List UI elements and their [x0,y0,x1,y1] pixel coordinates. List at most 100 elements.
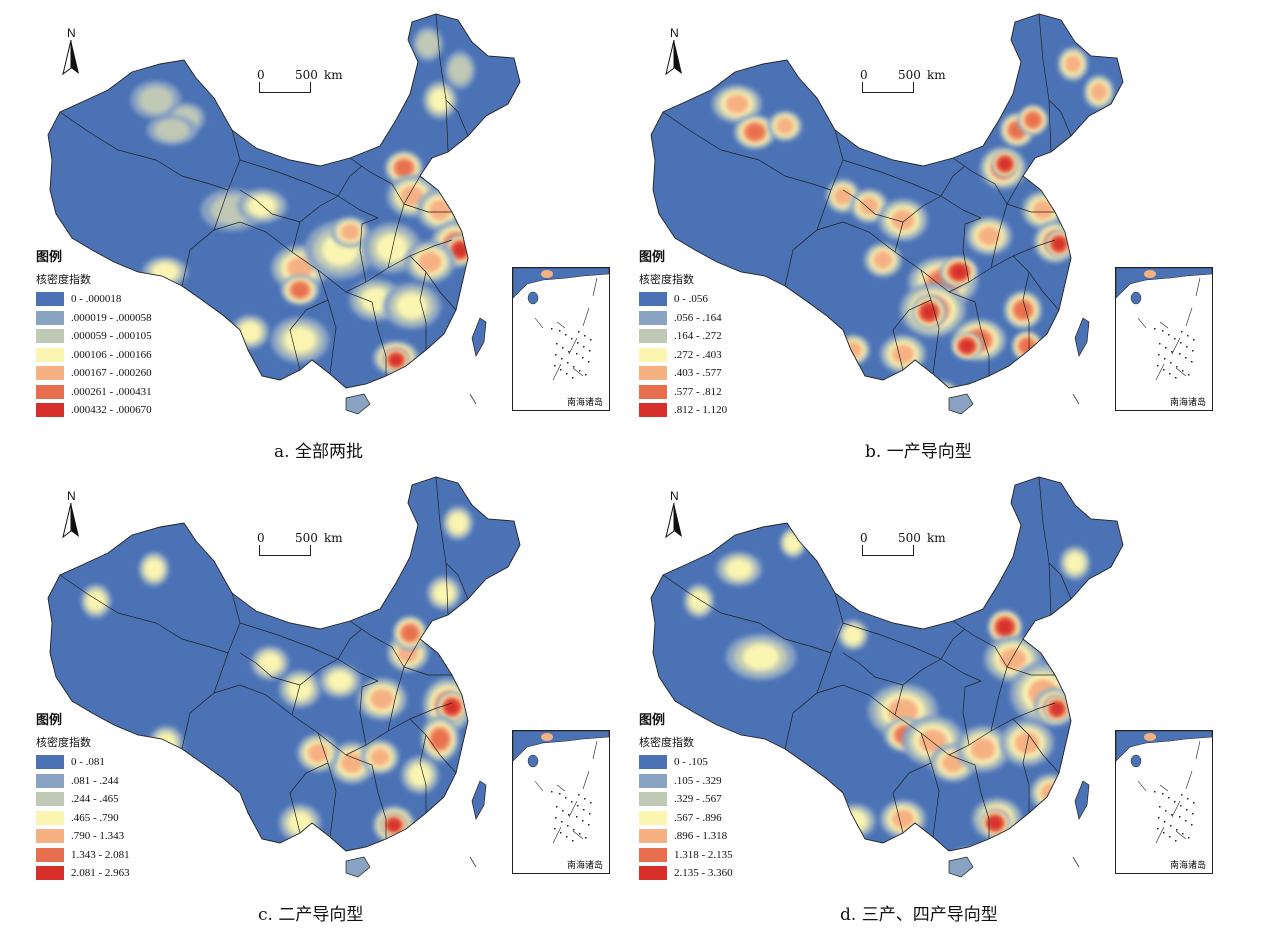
legend-label: .000432 - .000670 [71,404,152,417]
density-blob [408,763,432,787]
inset-islet [578,331,580,333]
inset-islet [1185,357,1187,359]
density-blob [138,86,174,114]
inset-dash [572,367,584,377]
inset-dash [552,363,562,381]
north-arrow-icon [665,503,682,539]
south-china-sea-inset: 南海诸岛 [512,267,610,411]
inset-islet [1176,829,1178,831]
inset-islet [1162,330,1164,332]
province-borders [59,476,469,839]
inset-dash [552,826,562,844]
legend-swatch [36,810,64,825]
inset-islet [1159,806,1161,808]
inset-islet [1169,373,1171,375]
inset-islet [1188,374,1190,376]
inset-dash [568,337,578,355]
inset-islet [1165,810,1167,812]
density-blob [396,293,428,319]
legend-swatch [36,403,64,418]
legend-label: .000019 - .000058 [71,311,152,324]
legend-swatch [36,292,64,307]
inset-island [527,754,539,768]
legend-label: .000059 - .000105 [71,330,152,343]
density-blob [891,209,915,231]
legend-item: .000432 - .000670 [36,401,216,420]
density-blob [389,353,403,367]
south-china-sea-inset: 南海诸岛 [512,730,610,874]
inset-islet [568,351,570,353]
inset-islet [560,832,562,834]
inset-islet [1175,377,1177,379]
density-blob [416,31,440,57]
legend-title: 图例 [36,713,63,728]
density-blob [248,195,276,217]
legend-a: 图例 核密度指数 0 - .000018 .000019 - .000058 .00… [36,246,216,420]
legend-label: 1.318 - 2.135 [674,848,733,861]
inset-dash [1175,367,1187,377]
density-blob [843,341,863,359]
density-blob [370,747,390,767]
inset-islet [566,836,568,838]
density-blob [745,123,765,141]
density-blob [887,698,919,724]
inset-islet [554,828,556,830]
legend-item: .056 - .164 [639,309,819,328]
legend-label: .000106 - .000166 [71,348,152,361]
china-map-d [650,476,1124,878]
inset-islet [1180,342,1182,344]
inset-islet [573,366,575,368]
legend-item: .465 - .790 [36,809,216,828]
inset-islet [571,338,573,340]
inset-islet [571,801,573,803]
density-blob [726,558,752,580]
caption-c: c. 二产导向型 [258,905,364,925]
density-blob [1064,54,1082,74]
density-blob [1014,301,1032,319]
inset-dash [1195,740,1201,760]
inset-islet [1193,339,1195,341]
inset-islet [556,343,558,345]
inset-dash [1159,321,1169,329]
density-blob [452,242,468,258]
density-blob [154,118,190,142]
inset-islet [559,330,561,332]
inset-dash [582,307,590,327]
scale-bar: 0 500 km [860,68,972,108]
inset-islet [1192,350,1194,352]
density-blob [843,625,863,645]
density-blob [327,670,353,692]
density-blob [1025,112,1041,128]
scale-bar: 0 500 km [860,531,972,571]
inset-islet [555,817,557,819]
legend-swatch [639,347,667,362]
density-blob [1052,237,1066,251]
legend-item: .105 - .329 [639,772,819,791]
caption-d: d. 三产、四产导向型 [840,905,998,925]
taiwan-island [1074,780,1090,820]
inset-islet [584,798,586,800]
legend-label: 0 - .000018 [71,293,122,306]
taiwan-island [471,780,487,820]
inset-islet [1158,817,1160,819]
legend-subtitle: 核密度指数 [639,273,694,286]
inset-islet [1169,836,1171,838]
inset-islet [1182,370,1184,372]
inset-islet [579,370,581,372]
inset-islet [1164,358,1166,360]
legend-label: .105 - .329 [674,774,722,787]
inset-islet [1187,335,1189,337]
south-china-sea-inset: 南海诸岛 [1115,267,1213,411]
legend-label: .790 - 1.343 [71,830,125,843]
inset-islet [572,840,574,842]
north-arrow: N [57,26,87,78]
legend-item: .812 - 1.120 [639,401,819,420]
legend-b: 图例 核密度指数 0 - .056 .056 - .164 .164 - .272.… [639,246,819,420]
taiwan-island [1074,317,1090,357]
density-blob [742,644,780,670]
density-blob [418,251,442,273]
legend-swatch [639,292,667,307]
inset-islet [577,342,579,344]
province-borders [662,476,1072,839]
legend-swatch [36,773,64,788]
